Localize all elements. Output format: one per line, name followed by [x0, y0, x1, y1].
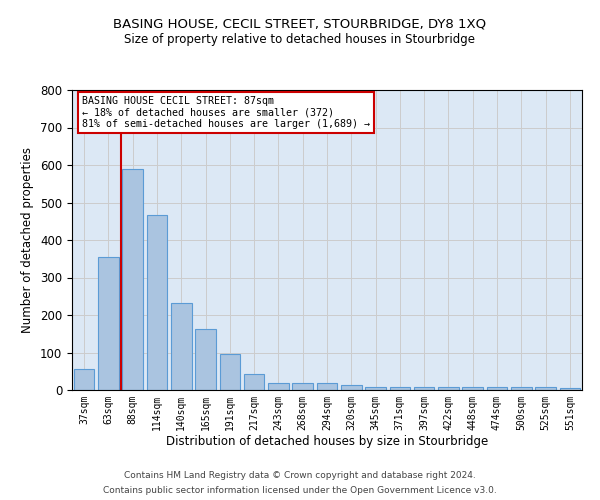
- Bar: [341, 385, 362, 390]
- Bar: [268, 382, 289, 390]
- Text: Contains public sector information licensed under the Open Government Licence v3: Contains public sector information licen…: [103, 486, 497, 495]
- Bar: [74, 370, 94, 390]
- Bar: [98, 257, 119, 390]
- Text: BASING HOUSE, CECIL STREET, STOURBRIDGE, DY8 1XQ: BASING HOUSE, CECIL STREET, STOURBRIDGE,…: [113, 18, 487, 30]
- Text: Size of property relative to detached houses in Stourbridge: Size of property relative to detached ho…: [125, 32, 476, 46]
- Y-axis label: Number of detached properties: Number of detached properties: [22, 147, 34, 333]
- Bar: [365, 387, 386, 390]
- Bar: [244, 374, 265, 390]
- Bar: [438, 387, 459, 390]
- Text: Distribution of detached houses by size in Stourbridge: Distribution of detached houses by size …: [166, 435, 488, 448]
- Bar: [171, 302, 191, 390]
- Bar: [511, 387, 532, 390]
- Bar: [463, 387, 483, 390]
- Bar: [389, 387, 410, 390]
- Bar: [414, 387, 434, 390]
- Bar: [317, 382, 337, 390]
- Bar: [487, 387, 508, 390]
- Text: Contains HM Land Registry data © Crown copyright and database right 2024.: Contains HM Land Registry data © Crown c…: [124, 471, 476, 480]
- Bar: [535, 387, 556, 390]
- Bar: [146, 214, 167, 390]
- Bar: [220, 354, 240, 390]
- Bar: [122, 169, 143, 390]
- Text: BASING HOUSE CECIL STREET: 87sqm
← 18% of detached houses are smaller (372)
81% : BASING HOUSE CECIL STREET: 87sqm ← 18% o…: [82, 96, 370, 129]
- Bar: [560, 388, 580, 390]
- Bar: [292, 382, 313, 390]
- Bar: [195, 329, 216, 390]
